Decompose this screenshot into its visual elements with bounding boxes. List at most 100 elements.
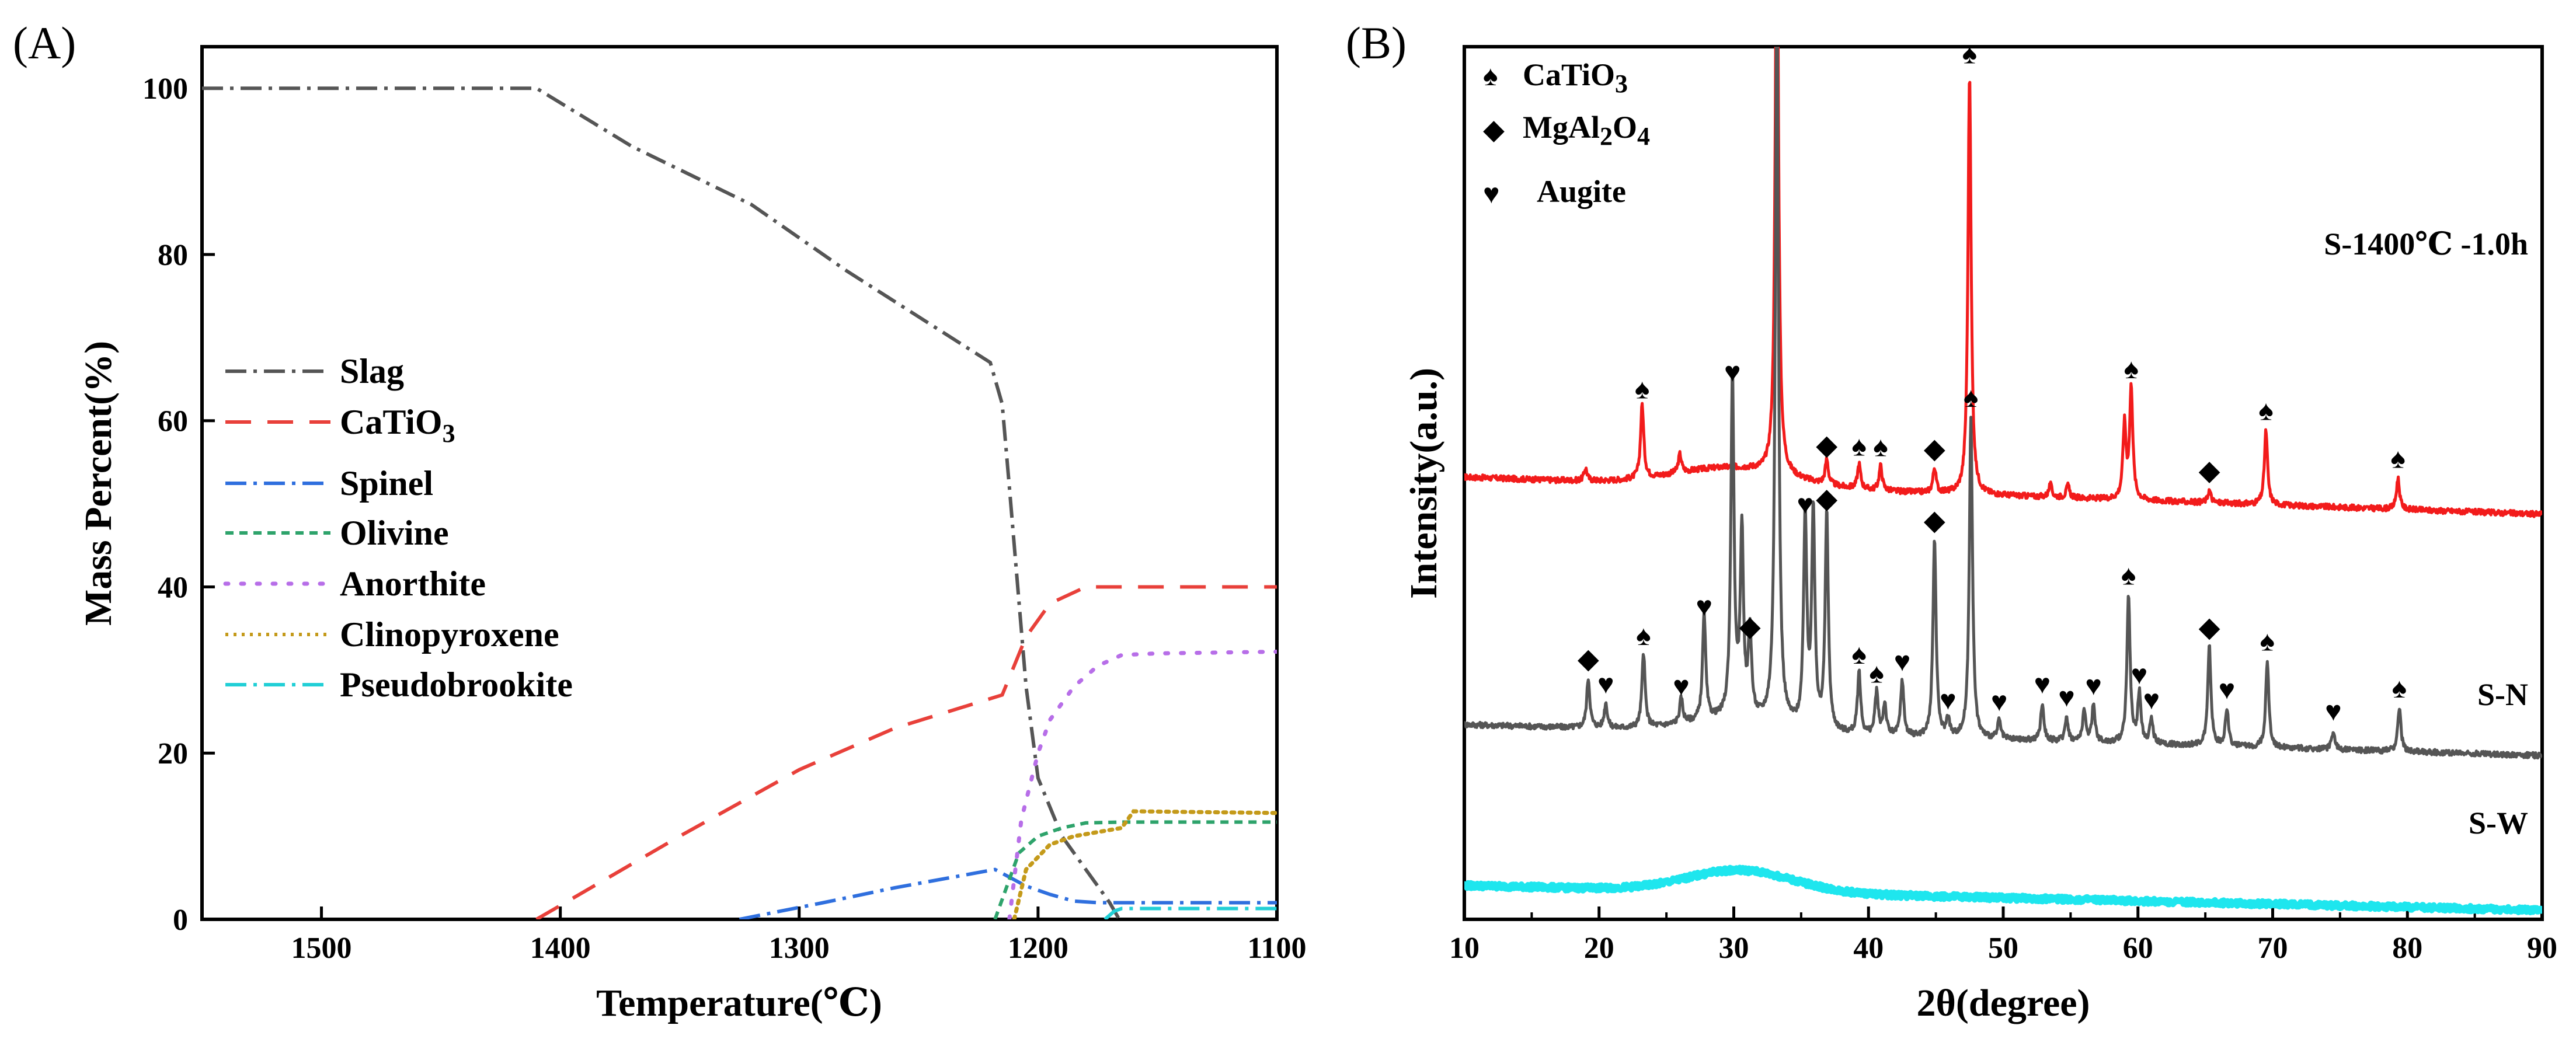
peak-marker-heart-icon: ♥	[2143, 685, 2160, 716]
peak-marker-spade-icon: ♠	[2390, 443, 2406, 474]
chart-a-y-tick-label: 60	[158, 405, 188, 438]
chart-a-x-tick-label: 1200	[1008, 932, 1068, 965]
peak-marker-diamond-icon: ◆	[1924, 434, 1945, 465]
peak-marker-heart-icon: ♥	[1673, 671, 1690, 702]
chart-b-x-axis-title: 2θ(degree)	[1916, 982, 2090, 1024]
legend-label-slag: Slag	[340, 352, 404, 390]
series-label-sw: S-W	[2469, 806, 2528, 841]
peak-marker-spade-icon: ♠	[1964, 382, 1979, 413]
chart-a-legend: Slag CaTiO3 Spinel Olivine Anorthite Cli…	[223, 352, 573, 704]
peak-marker-diamond-icon: ◆	[1739, 611, 1761, 642]
marker-legend-mgal2o4: MgAl2O4	[1523, 110, 1650, 151]
legend-label-catio3: CaTiO3	[340, 403, 455, 448]
peak-marker-spade-icon: ♠	[2392, 673, 2407, 704]
marker-legend-catio3-sub: 3	[1615, 69, 1628, 98]
chart-b-x-tick-label: 30	[1719, 932, 1749, 965]
series-line-spinel	[739, 867, 1277, 919]
panel-b-label: (B)	[1346, 18, 1407, 68]
series-label-sn: S-N	[2477, 677, 2528, 712]
chart-a-y-tick-label: 100	[142, 72, 188, 106]
chart-a-y-tick-label: 40	[158, 571, 188, 604]
series-line-anorthite	[1007, 650, 1277, 919]
legend-catio3-sub: 3	[443, 419, 455, 448]
peak-marker-heart-icon: ♥	[1940, 685, 1957, 716]
marker-legend-augite: Augite	[1537, 174, 1626, 209]
peak-marker-spade-icon: ♠	[1869, 658, 1884, 689]
peak-marker-heart-icon: ♥	[2219, 674, 2236, 705]
peak-marker-diamond-icon: ◆	[2199, 455, 2220, 486]
chart-b-x-tick-label: 90	[2527, 932, 2557, 965]
chart-b-x-tick-label: 80	[2392, 932, 2422, 965]
chart-a-x-tick-label: 1400	[530, 932, 591, 965]
marker-legend-mgal2o4-sub2: 4	[1637, 122, 1650, 151]
marker-legend-diamond-icon: ◆	[1483, 114, 1505, 145]
xrd-pattern-s-1400-1-0h	[1464, 47, 2542, 518]
peak-marker-heart-icon: ♥	[1597, 669, 1614, 700]
peak-marker-diamond-icon: ◆	[1924, 505, 1945, 536]
chart-a-y-axis-title: Mass Percent(%)	[77, 341, 120, 626]
peak-marker-diamond-icon: ◆	[1816, 483, 1837, 514]
peak-marker-heart-icon: ♥	[1696, 591, 1712, 622]
peak-marker-spade-icon: ♠	[1962, 39, 1978, 69]
legend-label-clinopyroxene: Clinopyroxene	[340, 615, 559, 654]
chart-b-x-tick-label: 50	[1988, 932, 2018, 965]
legend-catio3-main: CaTiO	[340, 403, 443, 441]
marker-legend-heart-icon: ♥	[1483, 179, 1500, 210]
peak-marker-spade-icon: ♠	[2258, 396, 2274, 427]
chart-a-x-tick-label: 1500	[291, 932, 352, 965]
chart-a-x-tick-label: 1300	[769, 932, 830, 965]
marker-legend-spade-icon: ♠	[1483, 61, 1498, 92]
peak-marker-diamond-icon: ◆	[1578, 644, 1599, 675]
chart-b-x-tick-label: 20	[1584, 932, 1614, 965]
series-label-s1400: S-1400℃ -1.0h	[2324, 226, 2528, 262]
peak-marker-spade-icon: ♠	[2260, 626, 2275, 657]
legend-label-pseudobrookite: Pseudobrookite	[340, 665, 573, 704]
chart-b-y-axis-title: Intensity(a.u.)	[1402, 368, 1445, 599]
xrd-pattern-s-n	[1464, 47, 2542, 760]
legend-label-olivine: Olivine	[340, 514, 449, 552]
peak-marker-heart-icon: ♥	[1991, 686, 2008, 717]
peak-marker-diamond-icon: ◆	[1816, 430, 1837, 461]
chart-a-y-tick-label: 20	[158, 737, 188, 770]
chart-a-y-tick-label: 0	[173, 904, 188, 937]
peak-marker-heart-icon: ♥	[2325, 696, 2342, 727]
peak-marker-spade-icon: ♠	[1851, 639, 1867, 670]
peak-marker-heart-icon: ♥	[2034, 669, 2051, 700]
chart-a-x-tick-label: 1100	[1247, 932, 1306, 965]
peak-marker-spade-icon: ♠	[1636, 620, 1651, 651]
peak-marker-spade-icon: ♠	[2121, 560, 2136, 591]
marker-legend-catio3-main: CaTiO	[1523, 57, 1615, 92]
marker-legend-mgal2o4-mid: O	[1613, 110, 1637, 145]
peak-marker-heart-icon: ♥	[1894, 647, 1911, 678]
chart-a: 1500 1400 1300 1200 1100 0 20 40 60 80 100 Tempera…	[77, 45, 1307, 1024]
chart-a-x-axis-title: Temperature(℃)	[596, 982, 882, 1024]
series-line-olivine	[993, 820, 1277, 919]
peak-marker-heart-icon: ♥	[2085, 671, 2102, 702]
peak-marker-heart-icon: ♥	[1724, 357, 1741, 388]
panel-a-label: (A)	[13, 18, 76, 68]
xrd-pattern-s-w	[1464, 864, 2542, 915]
peak-marker-spade-icon: ♠	[1873, 432, 1888, 463]
peak-marker-heart-icon: ♥	[2131, 660, 2148, 691]
series-line-clinopyroxene	[1012, 809, 1277, 919]
series-line-pseudobrookite	[1103, 906, 1277, 919]
chart-b-x-tick-label: 10	[1449, 932, 1480, 965]
legend-label-anorthite: Anorthite	[340, 564, 486, 603]
peak-marker-heart-icon: ♥	[2058, 682, 2075, 713]
legend-label-spinel: Spinel	[340, 464, 433, 503]
peak-marker-diamond-icon: ◆	[2199, 612, 2220, 643]
series-line-slag	[202, 86, 1121, 919]
series-line-catio3	[535, 585, 1277, 919]
chart-b-x-tick-label: 40	[1853, 932, 1884, 965]
chart-b-x-tick-label: 70	[2258, 932, 2288, 965]
peak-marker-spade-icon: ♠	[1635, 374, 1650, 405]
marker-legend-catio3: CaTiO3	[1523, 57, 1628, 98]
chart-b-x-tick-label: 60	[2123, 932, 2153, 965]
chart-b-marker-legend: ♠ CaTiO3 ◆ MgAl2O4 ♥ Augite	[1483, 57, 1650, 210]
marker-legend-mgal2o4-sub1: 2	[1600, 122, 1613, 151]
marker-legend-mgal2o4-main: MgAl	[1523, 110, 1600, 145]
peak-marker-spade-icon: ♠	[1851, 431, 1867, 462]
peak-marker-spade-icon: ♠	[2124, 354, 2139, 385]
